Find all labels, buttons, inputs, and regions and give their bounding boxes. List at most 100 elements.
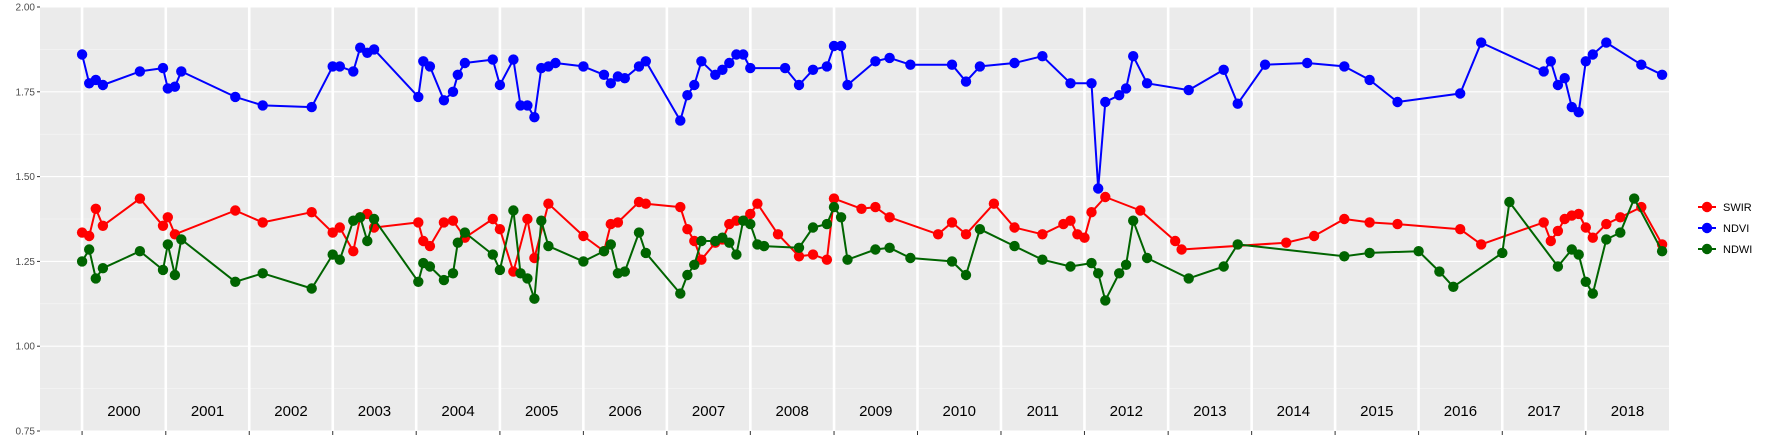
ndvi-point — [946, 59, 958, 70]
ndwi-point — [413, 276, 424, 287]
legend-key-point — [1701, 222, 1713, 234]
swir-point — [1100, 191, 1111, 203]
swir-point — [1601, 218, 1612, 230]
ndwi-point — [974, 224, 986, 235]
swir-point — [230, 205, 241, 216]
swir-point — [257, 217, 268, 228]
legend-label: NDWI — [1723, 244, 1752, 256]
ndwi-point — [543, 240, 554, 252]
ndwi-point — [1128, 215, 1139, 226]
y-tick-label: 1.00 — [16, 342, 36, 353]
ndvi-point — [134, 66, 146, 77]
swir-point — [1392, 218, 1403, 230]
ndvi-point — [1392, 96, 1403, 108]
ndwi-point — [835, 212, 847, 223]
ndwi-point — [946, 256, 958, 267]
ndwi-point — [821, 218, 833, 230]
ndvi-point — [1339, 61, 1350, 72]
year-label: 2004 — [441, 403, 474, 420]
swir-point — [1176, 244, 1187, 255]
ndvi-point — [1545, 56, 1557, 67]
ndwi-point — [689, 259, 700, 270]
ndvi-point — [257, 100, 268, 111]
swir-point — [682, 224, 693, 235]
ndvi-point — [550, 57, 561, 69]
ndvi-point — [598, 69, 610, 81]
ndvi-point — [1573, 107, 1584, 118]
ndvi-point — [619, 73, 630, 84]
ndvi-point — [974, 61, 986, 72]
ndwi-point — [536, 215, 547, 226]
swir-point — [413, 217, 424, 228]
ndwi-point — [424, 261, 436, 272]
ndwi-point — [1364, 247, 1375, 259]
legend: SWIR NDVI NDWI — [1698, 201, 1752, 256]
ndwi-point — [134, 246, 146, 257]
ndwi-point — [870, 244, 881, 255]
ndwi-point — [230, 276, 241, 287]
swir-point — [745, 208, 756, 220]
year-label: 2000 — [107, 403, 140, 420]
ndvi-point — [738, 49, 749, 60]
swir-point — [1636, 201, 1647, 213]
ndvi-point — [494, 79, 506, 91]
ndwi-point — [1114, 268, 1125, 279]
y-tick-label: 0.75 — [16, 427, 36, 438]
swir-point — [1079, 232, 1090, 243]
legend-item-ndvi: NDVI — [1698, 222, 1749, 235]
ndwi-point — [97, 263, 109, 274]
swir-point — [1573, 208, 1584, 220]
ndvi-point — [1587, 49, 1599, 60]
ndwi-point — [334, 254, 345, 265]
ndvi-point — [745, 62, 756, 74]
major-gridlines — [40, 6, 1669, 432]
swir-point — [1552, 225, 1564, 237]
ndvi-point — [717, 64, 728, 76]
ndvi-point — [1141, 78, 1153, 89]
ndwi-point — [1552, 261, 1564, 272]
year-label: 2003 — [358, 403, 391, 420]
ndvi-point — [807, 64, 819, 76]
ndvi-point — [348, 66, 359, 77]
ndwi-point — [487, 249, 498, 260]
ndvi-point — [1114, 90, 1125, 101]
ndvi-point — [1037, 51, 1048, 62]
ndvi-point — [779, 62, 791, 74]
ndwi-point — [84, 244, 95, 255]
legend-key-point — [1701, 243, 1713, 255]
swir-point — [157, 220, 169, 231]
year-label: 2002 — [274, 403, 307, 420]
y-tick-label: 2.00 — [16, 3, 36, 14]
ndwi-point — [368, 213, 380, 225]
legend-item-swir: SWIR — [1698, 201, 1752, 214]
ndvi-point — [870, 56, 881, 67]
ndwi-point — [640, 247, 651, 259]
ndvi-point — [1086, 78, 1097, 89]
swir-point — [438, 217, 450, 228]
swir-point — [960, 229, 972, 240]
ndvi-point — [529, 112, 540, 123]
swir-point — [772, 229, 784, 240]
swir-point — [1455, 224, 1466, 235]
ndwi-point — [1580, 276, 1592, 287]
ndvi-point — [821, 61, 833, 72]
ndwi-point — [169, 269, 181, 281]
swir-point — [162, 212, 173, 223]
ndvi-point — [487, 54, 498, 65]
ndvi-point — [230, 91, 241, 103]
ndvi-point — [675, 115, 686, 126]
ndwi-point — [1183, 273, 1194, 284]
ndvi-point — [447, 86, 459, 98]
swir-point — [988, 198, 1000, 209]
year-label: 2010 — [943, 403, 976, 420]
ndvi-point — [522, 100, 533, 111]
ndvi-point — [640, 56, 651, 67]
ndwi-point — [1037, 254, 1048, 265]
swir-point — [134, 193, 146, 204]
ndwi-point — [162, 239, 173, 250]
ndwi-point — [696, 235, 707, 247]
ndwi-point — [905, 252, 916, 264]
swir-point — [494, 224, 506, 235]
ndwi-point — [1100, 295, 1111, 306]
swir-point — [1580, 222, 1592, 233]
